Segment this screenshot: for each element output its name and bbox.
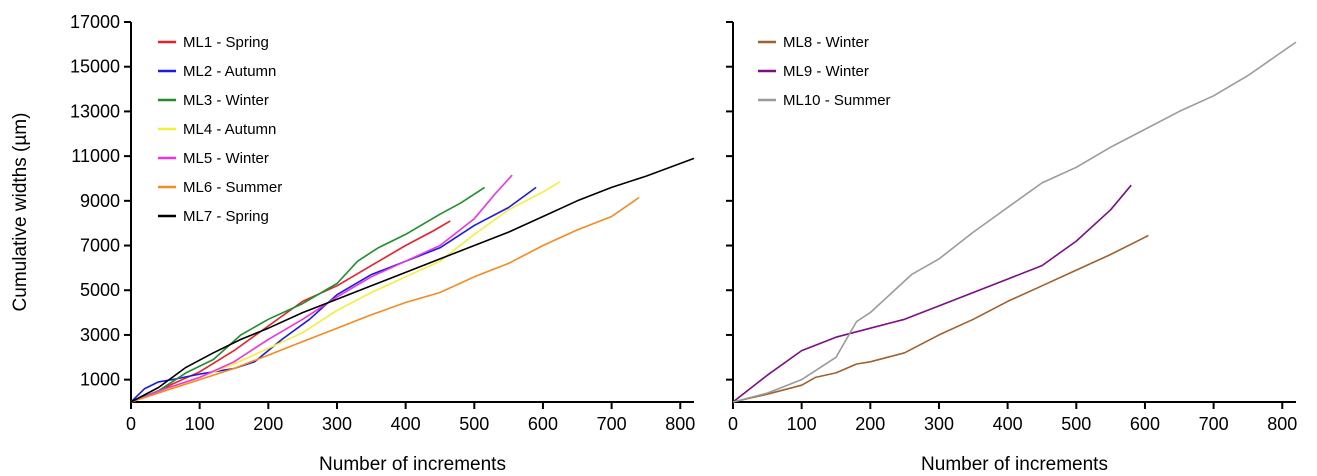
y-tick-label: 1000	[80, 370, 120, 390]
x-tick-label: 300	[924, 414, 954, 434]
series-line-ml6	[130, 196, 640, 403]
legend-label: ML4 - Autumn	[183, 121, 276, 138]
y-tick-label: 15000	[70, 57, 120, 77]
y-tick-label: 5000	[80, 280, 120, 300]
x-tick-label: 400	[993, 414, 1023, 434]
x-tick-label: 200	[253, 414, 283, 434]
y-tick-label: 7000	[80, 236, 120, 256]
y-tick-label: 3000	[80, 325, 120, 345]
legend-label: ML3 - Winter	[183, 92, 269, 109]
legend: ML1 - Spring ML2 - Autumn ML3 - Winter ML4 …	[158, 34, 282, 225]
legend-label: ML5 - Winter	[183, 150, 269, 167]
x-tick-label: 100	[787, 414, 817, 434]
x-tick-label: 700	[597, 414, 627, 434]
x-tick-label: 600	[528, 414, 558, 434]
x-tick-label: 200	[855, 414, 885, 434]
series-line-ml2	[130, 186, 537, 403]
legend-label: ML7 - Spring	[183, 208, 269, 225]
series-line-ml9	[732, 184, 1132, 403]
chart-panel-2: 0 100 200 300 400 500 600 700 800 Number of incre…	[726, 21, 1297, 475]
legend-label: ML8 - Winter	[783, 34, 869, 51]
x-tick-label: 400	[391, 414, 421, 434]
chart-panel-1: 0 100 200 300 400 500 600 700 800 1000 3000 5000 700…	[10, 12, 695, 475]
y-tick-label: 17000	[70, 12, 120, 32]
legend-label: ML1 - Spring	[183, 34, 269, 51]
legend: ML8 - Winter ML9 - Winter ML10 - Summer	[758, 34, 891, 109]
y-tick-label: 11000	[71, 146, 120, 166]
x-tick-label: 500	[1061, 414, 1091, 434]
x-tick-label: 800	[1267, 414, 1297, 434]
legend-label: ML10 - Summer	[783, 92, 891, 109]
legend-label: ML9 - Winter	[783, 63, 869, 80]
x-tick-label: 700	[1199, 414, 1229, 434]
series-line-ml8	[732, 234, 1149, 403]
x-tick-label: 0	[126, 414, 136, 434]
x-axis-title: Number of increments	[319, 454, 506, 475]
y-tick-label: 9000	[80, 191, 120, 211]
y-axis-title: Cumulative widths (µm)	[10, 113, 31, 312]
series-line-ml3	[130, 186, 486, 403]
y-tick-label: 13000	[70, 101, 120, 121]
x-tick-label: 300	[322, 414, 352, 434]
x-tick-label: 600	[1130, 414, 1160, 434]
series-line-ml10	[732, 41, 1297, 403]
x-tick-label: 800	[665, 414, 695, 434]
x-tick-label: 500	[459, 414, 489, 434]
series-line-ml7	[130, 157, 695, 403]
x-tick-label: 100	[185, 414, 215, 434]
x-axis-title: Number of increments	[921, 454, 1108, 475]
series-line-ml5	[130, 174, 513, 403]
series-line-ml1	[130, 220, 451, 403]
legend-label: ML6 - Summer	[183, 179, 282, 196]
x-tick-label: 0	[728, 414, 738, 434]
legend-label: ML2 - Autumn	[183, 63, 276, 80]
